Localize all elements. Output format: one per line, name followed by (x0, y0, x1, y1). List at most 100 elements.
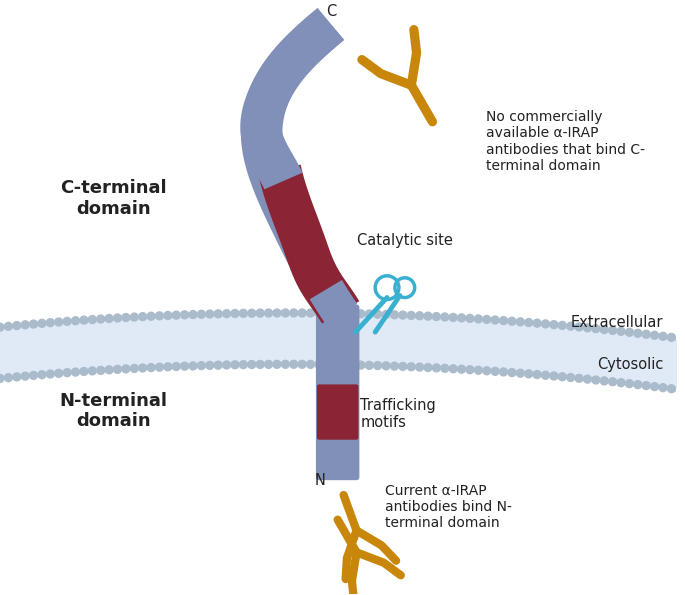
Circle shape (483, 315, 490, 324)
Circle shape (298, 309, 306, 317)
Circle shape (88, 315, 97, 324)
Circle shape (667, 385, 675, 393)
Circle shape (273, 361, 281, 368)
Circle shape (114, 365, 121, 373)
Circle shape (483, 367, 490, 375)
Circle shape (214, 310, 222, 318)
Text: Cytosolic: Cytosolic (597, 357, 664, 372)
Circle shape (315, 361, 323, 368)
Circle shape (29, 371, 38, 380)
Circle shape (173, 362, 180, 371)
Circle shape (114, 314, 121, 322)
Circle shape (475, 367, 482, 374)
Circle shape (47, 319, 54, 327)
Text: N: N (315, 472, 326, 488)
Circle shape (307, 309, 314, 317)
Circle shape (458, 365, 466, 373)
Circle shape (432, 312, 440, 321)
Circle shape (197, 362, 205, 369)
Circle shape (21, 321, 29, 329)
Circle shape (13, 322, 21, 330)
Circle shape (130, 365, 138, 372)
Circle shape (223, 309, 231, 318)
Circle shape (357, 361, 365, 369)
Circle shape (264, 309, 273, 317)
Circle shape (181, 362, 188, 370)
Text: C-terminal
domain: C-terminal domain (60, 180, 167, 218)
Circle shape (97, 367, 105, 374)
Circle shape (173, 311, 180, 319)
Circle shape (0, 323, 4, 331)
Circle shape (575, 374, 583, 382)
Circle shape (290, 309, 298, 317)
Circle shape (155, 363, 164, 371)
Circle shape (80, 316, 88, 324)
Circle shape (139, 313, 147, 321)
Circle shape (659, 333, 667, 340)
Circle shape (307, 361, 314, 368)
Circle shape (592, 376, 600, 384)
Circle shape (399, 362, 407, 370)
Circle shape (21, 372, 29, 380)
Circle shape (71, 368, 79, 376)
Circle shape (533, 320, 541, 327)
Circle shape (424, 312, 432, 320)
Circle shape (617, 327, 625, 336)
Circle shape (340, 309, 348, 317)
Text: No commercially
available α-IRAP
antibodies that bind C-
terminal domain: No commercially available α-IRAP antibod… (486, 110, 645, 173)
Circle shape (349, 361, 356, 369)
Circle shape (651, 383, 658, 390)
Circle shape (643, 381, 650, 390)
Circle shape (659, 384, 667, 392)
Circle shape (374, 310, 382, 318)
Circle shape (398, 573, 403, 578)
Circle shape (282, 309, 289, 317)
FancyBboxPatch shape (317, 384, 358, 440)
Circle shape (592, 325, 600, 333)
Circle shape (332, 361, 340, 368)
Circle shape (566, 374, 575, 381)
Circle shape (47, 370, 54, 378)
Circle shape (240, 309, 247, 317)
Circle shape (214, 361, 222, 369)
Circle shape (206, 361, 214, 369)
Circle shape (374, 362, 382, 369)
Polygon shape (241, 8, 358, 324)
Circle shape (558, 321, 566, 330)
Circle shape (466, 366, 474, 374)
Text: N-terminal
domain: N-terminal domain (60, 392, 168, 430)
Circle shape (63, 317, 71, 325)
Circle shape (105, 366, 113, 374)
Circle shape (248, 361, 256, 368)
Circle shape (359, 57, 364, 62)
Circle shape (189, 362, 197, 370)
Circle shape (516, 369, 524, 377)
Circle shape (424, 364, 432, 371)
Circle shape (206, 310, 214, 318)
Circle shape (139, 364, 147, 372)
Circle shape (332, 309, 340, 317)
Circle shape (181, 311, 188, 319)
Circle shape (273, 309, 281, 317)
Circle shape (382, 311, 390, 318)
Circle shape (634, 329, 642, 337)
Circle shape (55, 318, 63, 326)
Circle shape (609, 378, 616, 386)
Circle shape (315, 309, 323, 317)
Circle shape (4, 374, 12, 381)
Circle shape (416, 363, 423, 371)
Circle shape (365, 361, 373, 369)
Circle shape (323, 309, 332, 317)
Circle shape (491, 367, 499, 375)
Circle shape (155, 312, 164, 320)
Circle shape (55, 369, 63, 377)
Circle shape (105, 315, 113, 322)
Circle shape (516, 318, 524, 326)
Circle shape (290, 361, 298, 368)
Circle shape (651, 331, 658, 339)
Circle shape (256, 361, 264, 368)
Circle shape (617, 379, 625, 387)
FancyBboxPatch shape (316, 305, 360, 480)
Polygon shape (258, 165, 359, 324)
Circle shape (349, 309, 356, 318)
